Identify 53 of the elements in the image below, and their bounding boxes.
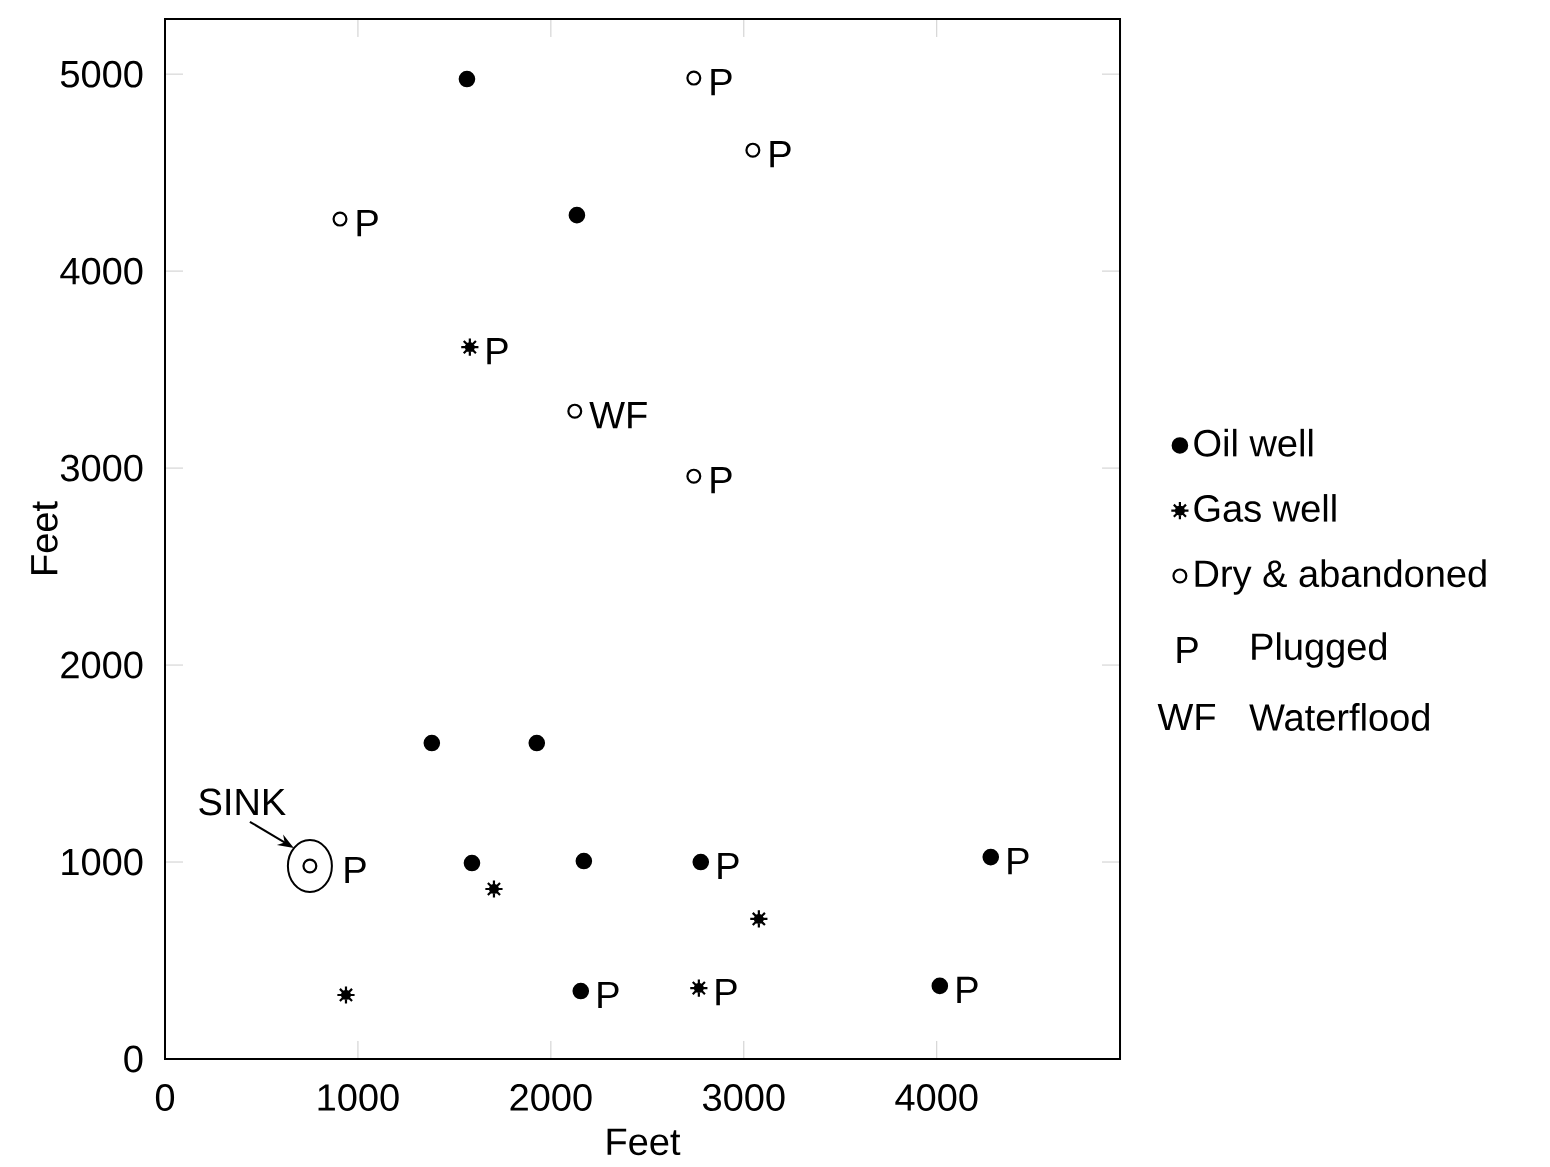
legend-label: Oil well [1194,428,1313,457]
annotation: SINK [199,788,286,816]
x-tick-label: 2000 [510,1084,592,1111]
x-tick-label: 4000 [895,1084,978,1111]
point [749,909,769,929]
annotation: P [957,976,978,1003]
annotation: P [487,338,508,365]
y-tick-label: 1000 [62,848,143,876]
annotation: P [770,141,791,168]
x-tick-label: 0 [155,1084,175,1111]
point [692,853,710,871]
point [689,978,709,998]
point [484,879,504,899]
annotation: P [711,467,732,494]
x-tick-label: 3000 [702,1084,785,1111]
annotation: P [1008,848,1029,875]
point [931,977,949,995]
annotation: P [345,856,366,884]
point [463,854,481,872]
legend-label: Gas well [1194,494,1336,522]
x-axis-title: Feet [607,1128,681,1156]
point [528,734,546,752]
y-tick-label: 0 [124,1045,143,1073]
legend-label: Dry & abandoned [1195,559,1486,595]
point [423,734,441,752]
point [567,403,583,419]
point [686,468,702,484]
x-tick-label: 1000 [318,1084,399,1111]
y-tick-label: 2000 [61,651,143,679]
text: Plugged [1252,632,1387,668]
point [575,852,593,870]
point [460,337,480,357]
annotation: P [711,69,732,96]
point [458,70,476,88]
text: WF [1157,703,1216,731]
y-tick-label: 5000 [60,60,143,88]
point [686,70,702,86]
point [572,982,590,1000]
y-axis-title: Feet [31,501,58,574]
point [336,985,356,1005]
y-tick-label: 3000 [60,454,143,482]
y-tick-label: 4000 [60,257,143,285]
text: Waterflood [1249,703,1429,731]
annotation: WF [589,402,647,429]
point [332,211,348,227]
point [568,206,586,224]
point [982,848,1000,866]
annotation: P [716,979,737,1006]
text: P [1177,636,1198,664]
annotation: P [598,981,619,1009]
annotation: P [718,852,739,880]
point [745,142,761,158]
annotation: P [357,210,378,237]
